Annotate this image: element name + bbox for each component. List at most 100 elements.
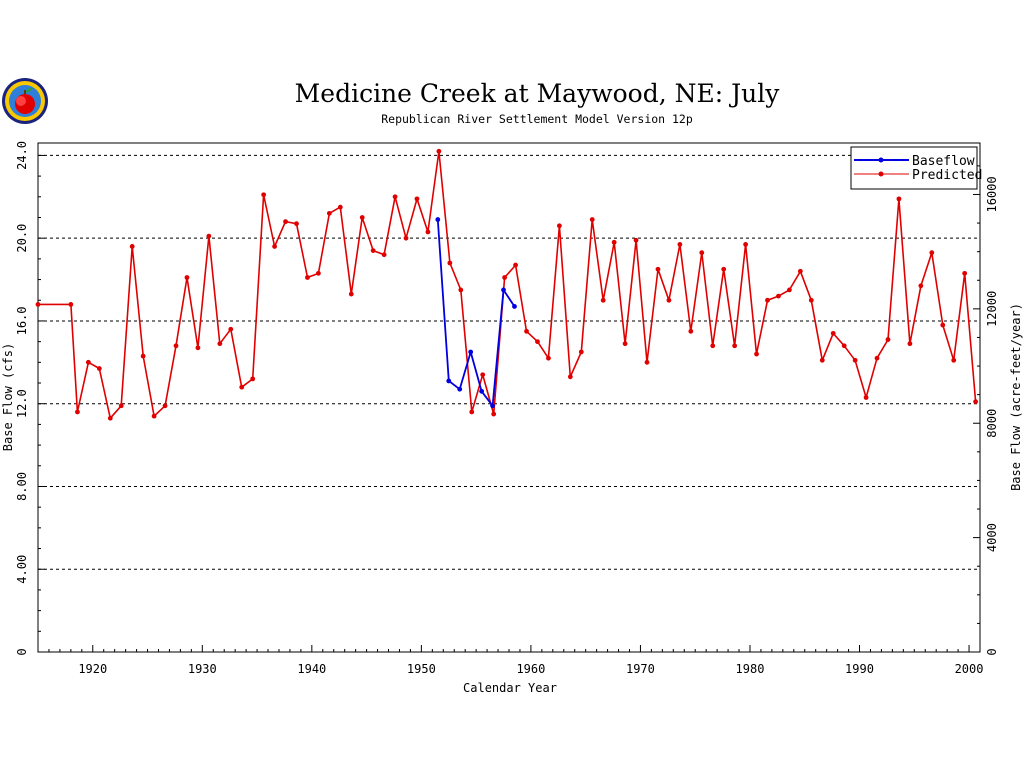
data-point-predicted — [776, 293, 781, 299]
data-point-baseflow — [479, 388, 485, 394]
data-point-predicted — [469, 409, 475, 415]
data-point-predicted — [425, 229, 431, 235]
data-point-predicted — [239, 384, 245, 390]
data-point-predicted — [129, 244, 135, 249]
data-point-predicted — [140, 353, 146, 359]
y-left-tick-label-20-0: 20.0 — [15, 224, 29, 253]
data-point-predicted — [524, 328, 529, 334]
y-left-tick-label-0: 0 — [15, 648, 29, 655]
data-point-predicted — [217, 341, 223, 347]
data-point-baseflow — [468, 349, 474, 355]
data-point-predicted — [885, 337, 891, 342]
x-tick-label-1980: 1980 — [736, 662, 765, 676]
series-line-baseflow — [436, 219, 516, 407]
data-point-baseflow — [512, 304, 517, 309]
y-axis-left: 0 4.00 8.00 12.0 16.0 20.0 24.0 — [15, 141, 45, 656]
y-left-tick-label-8-00: 8.00 — [15, 472, 29, 501]
data-point-predicted — [151, 413, 157, 419]
data-point-predicted — [622, 341, 628, 347]
data-point-predicted — [370, 248, 376, 253]
data-point-predicted — [35, 301, 41, 307]
data-point-predicted — [863, 395, 869, 400]
data-point-predicted — [414, 196, 420, 202]
data-point-predicted — [743, 241, 748, 247]
data-point-predicted — [184, 275, 190, 280]
data-point-predicted — [852, 357, 858, 363]
data-point-predicted — [951, 357, 957, 363]
data-point-predicted — [68, 301, 74, 307]
data-point-predicted — [392, 194, 398, 200]
data-point-predicted — [458, 287, 464, 293]
data-point-predicted — [447, 260, 453, 266]
data-point-predicted — [436, 148, 442, 154]
y-right-tick-label-16000: 16000 — [985, 176, 999, 212]
data-point-predicted — [162, 403, 168, 409]
plot-frame — [37, 142, 981, 653]
data-point-predicted — [195, 345, 201, 351]
x-axis-label: Calendar Year — [463, 681, 557, 695]
x-tick-label-1990: 1990 — [845, 662, 874, 676]
data-point-predicted — [808, 297, 814, 303]
data-point-predicted — [228, 326, 234, 332]
x-tick-label-1920: 1920 — [78, 662, 107, 676]
data-point-predicted — [316, 270, 321, 276]
data-point-predicted — [513, 262, 518, 268]
data-point-predicted — [283, 219, 288, 225]
data-point-predicted — [359, 215, 365, 220]
legend-marker-predicted — [878, 171, 884, 177]
legend-item-predicted: Predicted — [854, 168, 982, 183]
data-point-predicted — [710, 343, 716, 349]
data-point-predicted — [348, 291, 354, 297]
y-axis-right-label: Base Flow (acre-feet/year) — [1009, 303, 1023, 491]
chart-subtitle: Republican River Settlement Model Versio… — [381, 112, 693, 126]
data-point-predicted — [973, 399, 979, 405]
data-point-predicted — [699, 250, 705, 256]
data-point-predicted — [940, 322, 946, 328]
data-point-predicted — [337, 204, 343, 210]
y-right-tick-label-12000: 12000 — [985, 291, 999, 327]
y-left-tick-label-16-0: 16.0 — [15, 306, 29, 335]
data-point-predicted — [556, 223, 562, 229]
data-point-predicted — [535, 339, 540, 345]
data-point-predicted — [589, 217, 595, 222]
data-point-predicted — [611, 239, 617, 245]
data-point-predicted — [118, 403, 124, 409]
x-axis: 1920 1930 1940 1950 1960 1970 1980 1990 2000 — [37, 645, 983, 676]
data-point-predicted — [907, 341, 913, 347]
data-point-predicted — [107, 415, 113, 421]
y-right-tick-label-8000: 8000 — [985, 409, 999, 438]
data-point-baseflow — [490, 403, 495, 409]
data-point-predicted — [896, 196, 902, 202]
data-point-predicted — [754, 351, 759, 357]
data-point-predicted — [721, 266, 727, 272]
data-point-predicted — [96, 366, 102, 371]
data-point-predicted — [655, 266, 661, 272]
data-point-predicted — [272, 244, 277, 249]
y-axis-left-label: Base Flow (cfs) — [1, 343, 15, 451]
apple-logo-icon — [2, 78, 48, 124]
y-left-tick-label-12-0: 12.0 — [15, 389, 29, 418]
data-point-predicted — [732, 343, 738, 349]
data-point-predicted — [644, 359, 650, 365]
data-point-predicted — [567, 374, 573, 380]
data-point-predicted — [819, 357, 825, 363]
y-right-tick-label-4000: 4000 — [985, 523, 999, 552]
x-tick-label-1960: 1960 — [516, 662, 545, 676]
data-point-predicted — [666, 297, 672, 303]
series-predicted — [35, 148, 979, 421]
data-point-predicted — [765, 297, 770, 303]
data-point-predicted — [841, 343, 847, 349]
data-point-predicted — [381, 252, 387, 258]
legend-label-baseflow: Baseflow — [912, 154, 975, 169]
data-point-predicted — [491, 411, 497, 417]
x-tick-label-1970: 1970 — [626, 662, 655, 676]
series-baseflow — [435, 217, 517, 409]
data-point-predicted — [787, 287, 792, 293]
data-point-predicted — [546, 355, 551, 361]
data-point-predicted — [918, 283, 924, 289]
data-point-predicted — [75, 409, 80, 415]
data-point-predicted — [294, 221, 299, 227]
data-point-predicted — [633, 237, 639, 243]
legend-item-baseflow: Baseflow — [854, 154, 975, 169]
